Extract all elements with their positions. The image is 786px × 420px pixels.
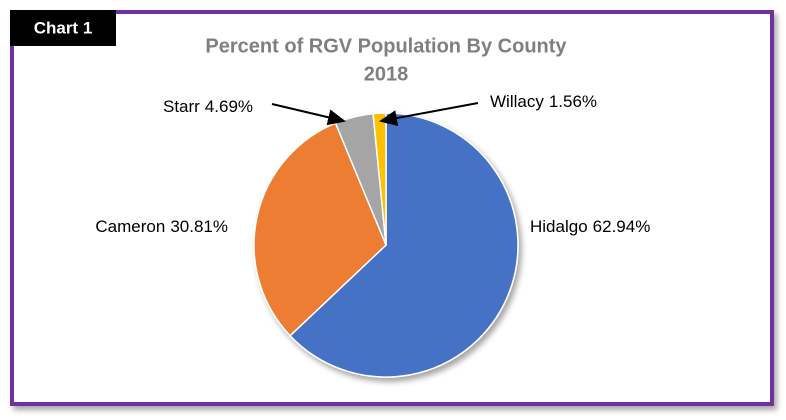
chart-subtitle: 2018 [364, 63, 409, 85]
value-label: 30.81% [170, 217, 228, 236]
category-label: Willacy [490, 92, 544, 111]
badge-box [10, 10, 116, 46]
category-label: Starr [163, 97, 200, 116]
leader-arrow [271, 103, 346, 126]
pie-slice [253, 122, 387, 337]
pie-slice [289, 112, 519, 378]
data-label: Starr 4.69% [163, 97, 253, 116]
category-label: Cameron [95, 217, 165, 236]
data-label: Willacy 1.56% [490, 92, 597, 111]
badge: Chart 1 [34, 18, 93, 37]
leader-arrow [379, 102, 479, 126]
data-label: Cameron 30.81% [95, 217, 228, 236]
chart-title: Percent of RGV Population By County [205, 35, 567, 57]
value-label: 4.69% [205, 97, 253, 116]
value-label: 1.56% [549, 92, 597, 111]
category-label: Hidalgo [530, 217, 588, 236]
value-label: 62.94% [593, 217, 651, 236]
pie [253, 112, 519, 378]
data-label: Hidalgo 62.94% [530, 217, 650, 236]
